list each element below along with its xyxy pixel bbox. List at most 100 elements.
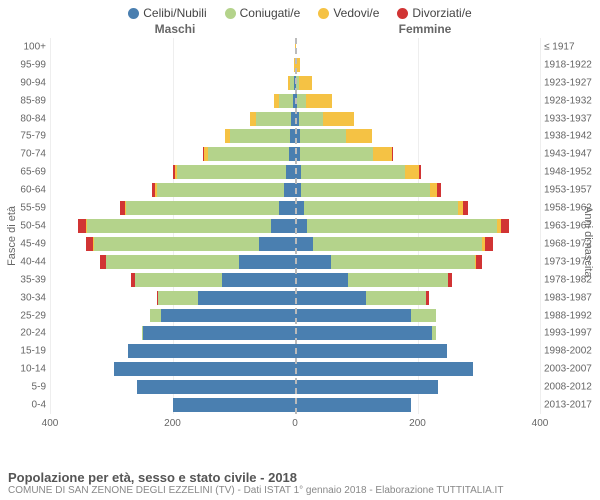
- legend-item-divorced: Divorziati/e: [397, 6, 471, 20]
- age-label: 60-64: [20, 185, 50, 196]
- bar-male: [50, 40, 295, 54]
- bar-male: [50, 255, 295, 269]
- seg-married: [279, 94, 292, 108]
- bar-female: [295, 309, 540, 323]
- gender-headers: Maschi Femmine: [0, 22, 600, 36]
- seg-single: [295, 344, 447, 358]
- bar-female: [295, 58, 540, 72]
- seg-married: [300, 147, 374, 161]
- seg-married: [135, 273, 222, 287]
- birth-label: 2008-2012: [540, 382, 592, 393]
- seg-married: [301, 183, 430, 197]
- legend-label-divorced: Divorziati/e: [412, 6, 471, 20]
- seg-single: [222, 273, 296, 287]
- birth-label: 1928-1932: [540, 95, 592, 106]
- age-label: 25-29: [20, 310, 50, 321]
- age-label: 80-84: [20, 113, 50, 124]
- legend-label-widowed: Vedovi/e: [333, 6, 379, 20]
- seg-divorced: [463, 201, 468, 215]
- bar-male: [50, 94, 295, 108]
- chart-subtitle: COMUNE DI SAN ZENONE DEGLI EZZELINI (TV)…: [8, 485, 592, 496]
- seg-married: [230, 129, 290, 143]
- bar-female: [295, 255, 540, 269]
- seg-single: [271, 219, 296, 233]
- seg-single: [173, 398, 296, 412]
- age-label: 40-44: [20, 256, 50, 267]
- seg-single: [295, 273, 348, 287]
- seg-divorced: [485, 237, 494, 251]
- x-tick: 400: [532, 418, 549, 429]
- seg-single: [295, 380, 438, 394]
- bar-female: [295, 219, 540, 233]
- chart-footer: Popolazione per età, sesso e stato civil…: [8, 470, 592, 496]
- age-label: 45-49: [20, 238, 50, 249]
- seg-single: [143, 326, 295, 340]
- bar-male: [50, 201, 295, 215]
- birth-label: ≤ 1917: [540, 41, 575, 52]
- seg-married: [157, 183, 284, 197]
- x-tick: 400: [42, 418, 59, 429]
- bar-female: [295, 183, 540, 197]
- seg-widowed: [299, 76, 312, 90]
- header-male: Maschi: [50, 22, 300, 36]
- seg-single: [295, 398, 411, 412]
- x-tick: 200: [164, 418, 181, 429]
- seg-widowed: [405, 165, 418, 179]
- age-label: 65-69: [20, 167, 50, 178]
- bar-male: [50, 165, 295, 179]
- seg-single: [128, 344, 295, 358]
- seg-single: [286, 165, 295, 179]
- bar-male: [50, 273, 295, 287]
- legend-swatch-divorced: [397, 8, 408, 19]
- seg-married: [411, 309, 436, 323]
- birth-label: 1918-1922: [540, 59, 592, 70]
- bar-female: [295, 326, 540, 340]
- seg-widowed: [346, 129, 372, 143]
- seg-married: [307, 219, 497, 233]
- bar-male: [50, 237, 295, 251]
- birth-label: 1958-1962: [540, 203, 592, 214]
- age-label: 10-14: [20, 364, 50, 375]
- seg-single: [284, 183, 295, 197]
- birth-label: 1933-1937: [540, 113, 592, 124]
- bar-male: [50, 76, 295, 90]
- legend-item-widowed: Vedovi/e: [318, 6, 379, 20]
- birth-label: 1923-1927: [540, 77, 592, 88]
- seg-married: [106, 255, 238, 269]
- bar-female: [295, 344, 540, 358]
- age-label: 55-59: [20, 203, 50, 214]
- bar-male: [50, 326, 295, 340]
- seg-single: [161, 309, 295, 323]
- bar-female: [295, 94, 540, 108]
- age-label: 15-19: [20, 346, 50, 357]
- bar-male: [50, 183, 295, 197]
- birth-label: 1948-1952: [540, 167, 592, 178]
- bar-female: [295, 380, 540, 394]
- bar-male: [50, 309, 295, 323]
- seg-divorced: [86, 237, 93, 251]
- seg-widowed: [373, 147, 391, 161]
- bar-female: [295, 40, 540, 54]
- age-label: 50-54: [20, 220, 50, 231]
- seg-married: [304, 201, 458, 215]
- chart-area: Fasce di età Anni di nascita 100+≤ 19179…: [0, 38, 600, 438]
- chart-container: Celibi/NubiliConiugati/eVedovi/eDivorzia…: [0, 0, 600, 500]
- seg-married: [256, 112, 292, 126]
- bar-female: [295, 129, 540, 143]
- seg-widowed: [430, 183, 437, 197]
- age-label: 95-99: [20, 59, 50, 70]
- seg-married: [158, 291, 198, 305]
- birth-label: 1988-1992: [540, 310, 592, 321]
- bar-male: [50, 219, 295, 233]
- center-axis: [295, 38, 297, 414]
- age-label: 0-4: [32, 400, 50, 411]
- seg-married: [94, 237, 259, 251]
- bar-female: [295, 362, 540, 376]
- birth-label: 1998-2002: [540, 346, 592, 357]
- age-label: 5-9: [32, 382, 50, 393]
- seg-widowed: [323, 112, 354, 126]
- birth-label: 2013-2017: [540, 400, 592, 411]
- legend-item-single: Celibi/Nubili: [128, 6, 206, 20]
- bar-female: [295, 237, 540, 251]
- x-axis: 4002000200400: [50, 418, 540, 432]
